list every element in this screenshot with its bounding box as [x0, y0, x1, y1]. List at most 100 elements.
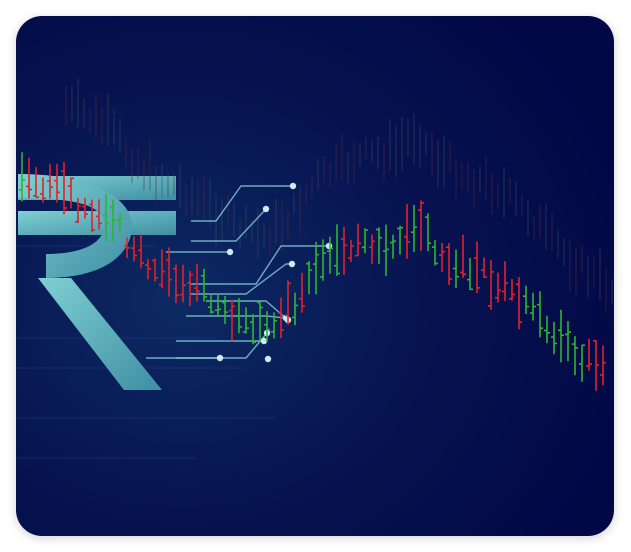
ohlc-bar [173, 264, 179, 304]
ohlc-bar [19, 152, 25, 202]
ohlc-bar [439, 242, 445, 272]
ohlc-bar [82, 197, 88, 219]
ohlc-bar [236, 298, 242, 334]
ohlc-bar [201, 268, 207, 302]
circuit-trace [191, 185, 293, 222]
ohlc-bar [257, 301, 263, 342]
ohlc-bar [362, 228, 368, 254]
ohlc-bar [264, 311, 270, 342]
ohlc-bar [467, 257, 473, 291]
ohlc-bar [334, 224, 340, 276]
ohlc-bar [341, 226, 347, 275]
ohlc-bar [397, 225, 403, 255]
ohlc-bar [145, 259, 151, 280]
ohlc-bar [369, 234, 375, 264]
ohlc-bar [383, 224, 389, 277]
ohlc-bar [544, 315, 550, 344]
ohlc-bar [593, 339, 599, 391]
ohlc-bar [495, 272, 501, 303]
ohlc-bar [572, 336, 578, 376]
ohlc-bar [320, 239, 326, 281]
ohlc-bar [194, 263, 200, 302]
ohlc-bar [215, 293, 221, 317]
ohlc-bar [138, 234, 144, 269]
ohlc-bar [313, 241, 319, 295]
ohlc-bar [411, 204, 417, 252]
circuit-node [289, 182, 297, 190]
ohlc-bar [418, 200, 424, 252]
ohlc-bar [285, 280, 291, 326]
ohlc-bar [89, 199, 95, 232]
ohlc-bar [180, 264, 186, 303]
ohlc-bar [551, 321, 557, 355]
ohlc-bar [124, 237, 130, 259]
ohlc-bar [68, 177, 74, 209]
background-candles [65, 78, 613, 314]
ohlc-bar [131, 236, 137, 262]
circuit-node [262, 205, 270, 213]
hero-image [16, 16, 614, 536]
ohlc-bar [460, 234, 466, 278]
ohlc-bar [565, 320, 571, 362]
ohlc-bar [600, 345, 606, 386]
ohlc-bar [187, 270, 193, 307]
ohlc-bar [558, 309, 564, 363]
ohlc-bar [152, 258, 158, 282]
ohlc-bar [26, 157, 32, 199]
ohlc-bar [222, 296, 228, 324]
ohlc-bar [166, 247, 172, 297]
ohlc-bar [474, 241, 480, 294]
circuit-trace [191, 208, 267, 242]
ohlc-bar [509, 278, 515, 301]
circuit-node [260, 337, 268, 345]
ohlc-bar [47, 163, 53, 199]
ohlc-bar [229, 299, 235, 341]
ohlc-bar [425, 213, 431, 252]
ohlc-bar [208, 295, 214, 314]
ohlc-bar [446, 243, 452, 285]
circuit-trace [186, 315, 287, 319]
ohlc-bar [537, 291, 543, 338]
ohlc-bar [61, 161, 67, 215]
rupee-stock-illustration [16, 16, 614, 536]
ohlc-bar [159, 249, 165, 289]
ohlc-bar [75, 198, 81, 224]
ohlc-bar [355, 223, 361, 257]
ohlc-bar [327, 236, 333, 274]
ohlc-bar [376, 227, 382, 264]
ohlc-bar [502, 261, 508, 301]
ohlc-bar [110, 199, 116, 242]
ohlc-bar [404, 204, 410, 259]
ohlc-bar [453, 249, 459, 289]
circuit-node [216, 354, 224, 362]
ohlc-bar [306, 261, 312, 295]
ohlc-bar [481, 257, 487, 278]
ohlc-bar [530, 292, 536, 321]
ohlc-bar [579, 344, 585, 382]
ohlc-bar [586, 338, 592, 371]
ohlc-bar [33, 167, 39, 198]
price-chart [19, 152, 606, 391]
ohlc-bar [250, 314, 256, 345]
circuit-node [288, 260, 296, 268]
ohlc-bar [299, 272, 305, 313]
ohlc-bar [54, 163, 60, 203]
circuit-node [264, 355, 272, 363]
ohlc-bar [271, 312, 277, 339]
ohlc-bar [432, 240, 438, 266]
circuit-node [226, 248, 234, 256]
background [16, 16, 614, 536]
ohlc-bar [103, 193, 109, 241]
ohlc-bar [488, 260, 494, 310]
ohlc-bar [348, 239, 354, 263]
ohlc-bar [278, 297, 284, 338]
circuit-trace [191, 245, 329, 285]
ohlc-bar [292, 292, 298, 326]
ohlc-bar [243, 307, 249, 334]
ohlc-bar [516, 276, 522, 330]
ohlc-bar [117, 213, 123, 233]
ohlc-bar [40, 177, 46, 203]
ohlc-bar [523, 285, 529, 314]
ohlc-bar [96, 199, 102, 230]
ohlc-bar [390, 234, 396, 259]
